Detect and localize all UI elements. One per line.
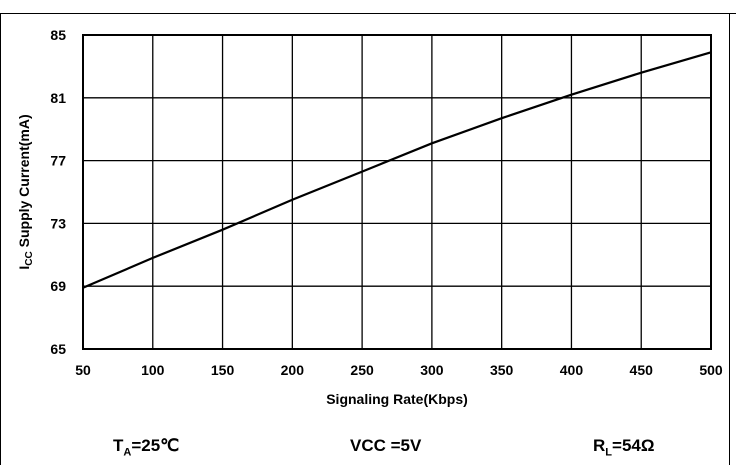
condition-temperature-sub: A xyxy=(123,446,132,459)
x-tick-label: 150 xyxy=(211,362,235,378)
frame-left-border xyxy=(0,13,1,465)
x-tick-label: 250 xyxy=(350,362,374,378)
condition-load-sub: L xyxy=(605,446,613,459)
chart-grid xyxy=(82,34,712,350)
condition-temperature-value: =25℃ xyxy=(131,436,180,455)
y-axis-title-rest: Supply Current(mA) xyxy=(16,114,32,251)
condition-temperature: TA=25℃ xyxy=(113,436,180,459)
x-tick-label: 400 xyxy=(560,362,584,378)
condition-load-main: R xyxy=(593,436,606,455)
x-tick-label: 500 xyxy=(699,362,723,378)
condition-temperature-main: T xyxy=(113,436,124,455)
x-tick-label: 350 xyxy=(490,362,514,378)
series-group xyxy=(82,51,712,289)
x-tick-label: 50 xyxy=(75,362,91,378)
y-tick-label: 69 xyxy=(50,278,66,294)
series-line xyxy=(82,51,712,289)
y-tick-label: 73 xyxy=(50,215,66,231)
x-tick-label: 300 xyxy=(420,362,444,378)
x-tick-label: 100 xyxy=(141,362,165,378)
condition-load-resistance: RL=54Ω xyxy=(593,436,655,459)
y-axis-title-main: I xyxy=(16,266,32,270)
condition-load-value: =54Ω xyxy=(612,436,655,455)
frame-right-border xyxy=(729,13,730,465)
x-tick-label: 200 xyxy=(281,362,305,378)
y-tick-label: 85 xyxy=(50,27,66,43)
y-axis-title-sub: CC xyxy=(24,251,35,265)
condition-vcc: VCC =5V xyxy=(350,436,422,455)
x-tick-label: 450 xyxy=(630,362,654,378)
plot-area-border xyxy=(82,34,712,350)
y-tick-label: 77 xyxy=(50,153,66,169)
x-tick-labels: 50 100 150 200 250 300 350 400 450 500 xyxy=(75,362,723,378)
y-axis-title: ICC Supply Current(mA) xyxy=(16,114,35,269)
y-tick-labels: 65 69 73 77 81 85 xyxy=(50,27,66,357)
frame-top-border xyxy=(0,13,736,14)
y-tick-label: 81 xyxy=(50,90,66,106)
x-axis-title: Signaling Rate(Kbps) xyxy=(326,391,468,407)
y-tick-label: 65 xyxy=(50,341,66,357)
